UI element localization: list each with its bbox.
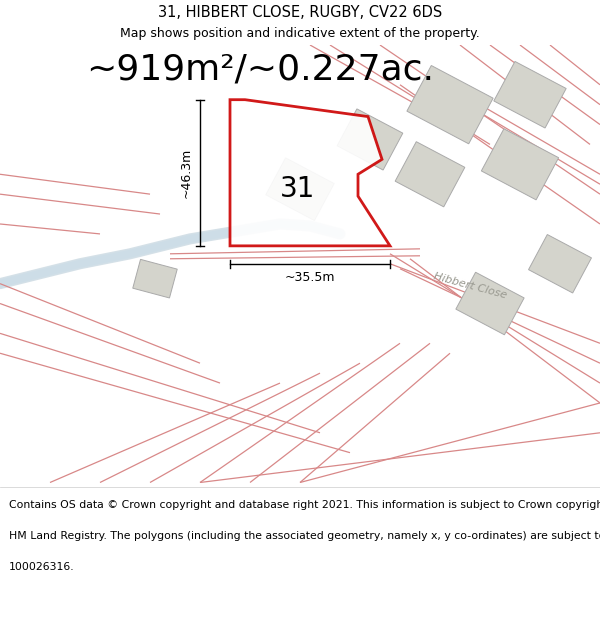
Polygon shape bbox=[337, 109, 403, 170]
Text: Contains OS data © Crown copyright and database right 2021. This information is : Contains OS data © Crown copyright and d… bbox=[9, 499, 600, 509]
Polygon shape bbox=[230, 99, 390, 246]
Text: 31: 31 bbox=[280, 175, 316, 203]
Text: ~35.5m: ~35.5m bbox=[285, 271, 335, 284]
Text: 100026316.: 100026316. bbox=[9, 562, 74, 572]
Text: Hibbert Close: Hibbert Close bbox=[433, 271, 508, 300]
Polygon shape bbox=[481, 129, 559, 200]
Polygon shape bbox=[456, 272, 524, 335]
Polygon shape bbox=[266, 158, 334, 221]
Polygon shape bbox=[407, 66, 493, 144]
Polygon shape bbox=[133, 259, 177, 298]
Polygon shape bbox=[494, 61, 566, 128]
Text: Map shows position and indicative extent of the property.: Map shows position and indicative extent… bbox=[120, 28, 480, 40]
Text: ~919m²/~0.227ac.: ~919m²/~0.227ac. bbox=[86, 53, 434, 87]
Polygon shape bbox=[529, 234, 592, 293]
Text: 31, HIBBERT CLOSE, RUGBY, CV22 6DS: 31, HIBBERT CLOSE, RUGBY, CV22 6DS bbox=[158, 5, 442, 20]
Text: ~46.3m: ~46.3m bbox=[179, 148, 193, 198]
Polygon shape bbox=[395, 142, 465, 207]
Text: HM Land Registry. The polygons (including the associated geometry, namely x, y c: HM Land Registry. The polygons (includin… bbox=[9, 531, 600, 541]
